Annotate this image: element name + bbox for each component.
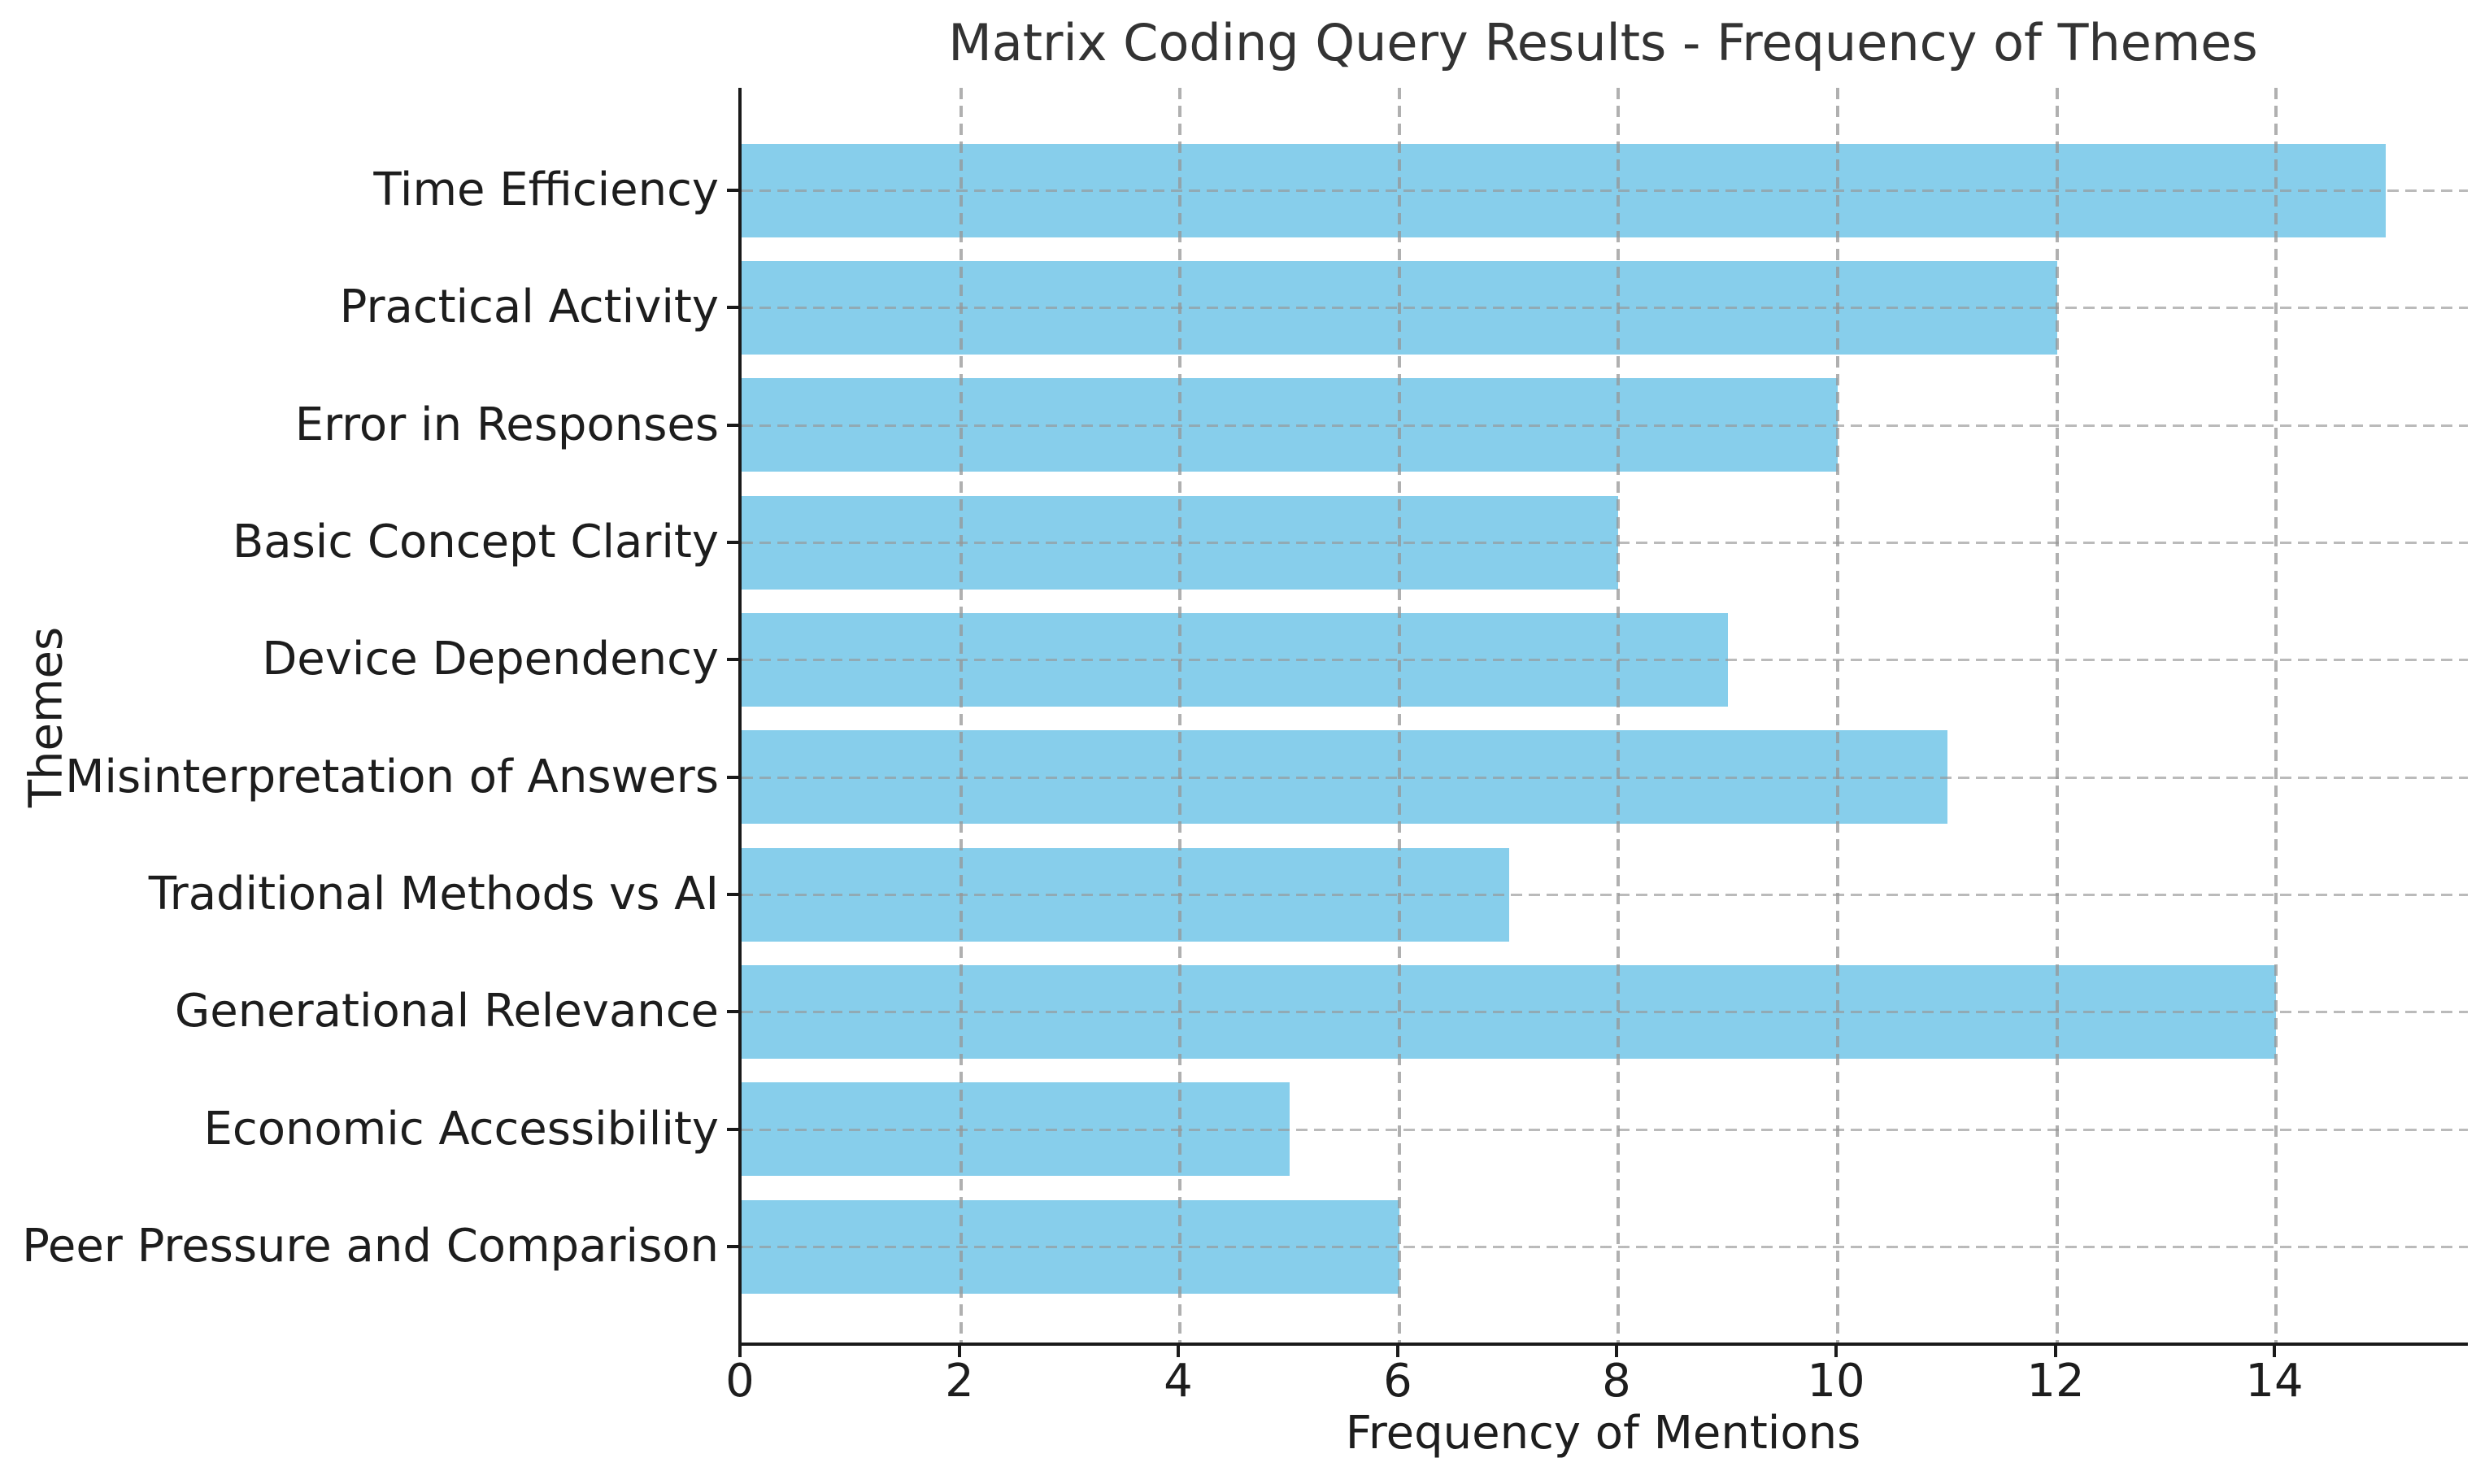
gridline-x-10 (1836, 88, 1839, 1343)
x-tick-mark-0 (738, 1346, 742, 1357)
x-tick-label-12: 12 (2026, 1355, 2085, 1408)
gridline-x-12 (2056, 88, 2059, 1343)
y-tick-mark-traditional-methods-vs-ai (727, 893, 738, 896)
x-tick-label-8: 8 (1602, 1355, 1631, 1408)
y-tick-label-traditional-methods-vs-ai: Traditional Methods vs AI (148, 868, 719, 920)
chart-title: Matrix Coding Query Results - Frequency … (948, 13, 2258, 72)
gridline-y-device-dependency (742, 659, 2468, 661)
gridline-y-peer-pressure-and-comparison (742, 1246, 2468, 1248)
x-tick-mark-6 (1396, 1346, 1399, 1357)
y-tick-label-error-in-responses: Error in Responses (294, 398, 719, 451)
gridline-x-14 (2274, 88, 2278, 1343)
gridline-x-2 (959, 88, 963, 1343)
y-tick-mark-misinterpretation-of-answers (727, 776, 738, 779)
y-tick-label-economic-accessibility: Economic Accessibility (203, 1103, 719, 1155)
plot-area (738, 88, 2468, 1346)
x-tick-label-2: 2 (945, 1355, 974, 1408)
y-tick-label-device-dependency: Device Dependency (262, 633, 719, 685)
y-tick-label-generational-relevance: Generational Relevance (174, 985, 719, 1038)
y-tick-label-basic-concept-clarity: Basic Concept Clarity (232, 516, 719, 568)
x-tick-mark-10 (1834, 1346, 1838, 1357)
y-tick-mark-device-dependency (727, 658, 738, 661)
x-tick-mark-4 (1177, 1346, 1180, 1357)
y-tick-mark-peer-pressure-and-comparison (727, 1245, 738, 1248)
y-tick-mark-practical-activity (727, 306, 738, 309)
x-tick-label-4: 4 (1164, 1355, 1193, 1408)
x-tick-label-0: 0 (725, 1355, 755, 1408)
y-tick-label-time-efficiency: Time Efficiency (373, 163, 719, 216)
y-tick-mark-generational-relevance (727, 1010, 738, 1013)
x-tick-label-10: 10 (1807, 1355, 1865, 1408)
gridline-y-practical-activity (742, 307, 2468, 309)
y-tick-label-misinterpretation-of-answers: Misinterpretation of Answers (65, 751, 719, 803)
y-tick-mark-time-efficiency (727, 189, 738, 192)
gridline-x-4 (1178, 88, 1181, 1343)
y-tick-label-practical-activity: Practical Activity (339, 281, 719, 333)
y-tick-mark-error-in-responses (727, 424, 738, 427)
x-tick-mark-8 (1615, 1346, 1618, 1357)
gridline-y-error-in-responses (742, 424, 2468, 427)
x-tick-mark-12 (2054, 1346, 2057, 1357)
x-tick-label-6: 6 (1383, 1355, 1412, 1408)
gridline-y-time-efficiency (742, 189, 2468, 192)
y-tick-label-peer-pressure-and-comparison: Peer Pressure and Comparison (22, 1220, 719, 1273)
gridline-x-6 (1398, 88, 1401, 1343)
x-axis-label: Frequency of Mentions (1345, 1407, 1861, 1460)
x-tick-mark-14 (2273, 1346, 2276, 1357)
gridline-y-misinterpretation-of-answers (742, 777, 2468, 779)
gridline-y-basic-concept-clarity (742, 542, 2468, 544)
y-tick-mark-basic-concept-clarity (727, 541, 738, 544)
y-tick-mark-economic-accessibility (727, 1128, 738, 1131)
gridline-y-generational-relevance (742, 1011, 2468, 1013)
x-tick-label-14: 14 (2245, 1355, 2304, 1408)
gridline-x-8 (1617, 88, 1620, 1343)
gridline-y-traditional-methods-vs-ai (742, 894, 2468, 896)
gridline-y-economic-accessibility (742, 1129, 2468, 1131)
x-tick-mark-2 (958, 1346, 961, 1357)
